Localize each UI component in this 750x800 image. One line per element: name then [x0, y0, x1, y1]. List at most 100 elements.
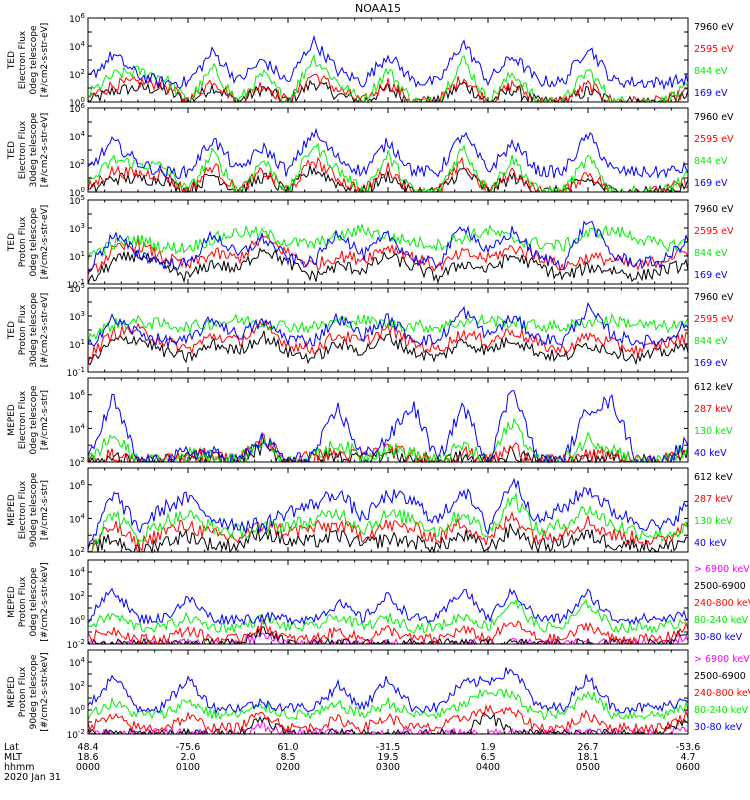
panel-2-series-4	[87, 127, 689, 180]
panel-4-frame	[87, 287, 689, 373]
panel-5-legend-1: 612 keV	[694, 382, 733, 393]
panel-6-series-1	[87, 523, 689, 554]
x-tick-6-lat: 26.7	[577, 742, 598, 753]
panel-1-legend-1: 7960 eV	[694, 22, 734, 33]
panel-2-legend-2: 2595 eV	[694, 134, 734, 145]
panel-3-ytick-1: 10-1	[67, 278, 85, 291]
panel-4-legend-1: 7960 eV	[694, 292, 734, 303]
panel-7-legend-1: > 6900 keV	[694, 564, 750, 575]
panel-6-series-2	[87, 510, 689, 553]
panel-5-ytick-3: 106	[69, 389, 85, 402]
panel-3-ylabel-1: TED	[7, 233, 17, 252]
panel-6-ytick-2: 104	[69, 512, 85, 525]
panel-4-legend-4: 169 eV	[694, 358, 728, 369]
panel-8-ytick-2: 100	[69, 704, 85, 717]
panel-7-legend-4: 80-240 keV	[694, 615, 749, 626]
panel-5-ylabel-3: 0deg telescope	[29, 385, 39, 455]
panel-4-series-2	[87, 320, 689, 364]
panel-4-series-4	[87, 301, 689, 350]
panel-8-ylabel-4: [#/cm2-s-str-keV]	[40, 652, 50, 731]
x-tick-7-hhmm: 0600	[676, 762, 700, 773]
panel-8-legend-1: > 6900 keV	[694, 654, 750, 665]
panel-8-series-5	[87, 667, 689, 715]
panel-5-series-4	[87, 390, 689, 464]
panel-6-ytick-3: 106	[69, 479, 85, 492]
panel-1-legend-3: 844 eV	[694, 66, 728, 77]
panel-8-legend-3: 240-800 keV	[694, 688, 750, 699]
panel-6-series-4	[87, 477, 689, 550]
panel-6-legend-1: 612 keV	[694, 472, 733, 483]
panel-7-ylabel-3: 0deg telescope	[29, 567, 39, 637]
panel-1-ytick-2: 102	[69, 68, 85, 81]
panel-8-series-3	[87, 703, 689, 735]
panel-5-ylabel-1: MEPED	[7, 404, 17, 436]
panel-3-legend-1: 7960 eV	[694, 204, 734, 215]
panel-7-ytick-4: 104	[69, 566, 85, 579]
panel-3-ylabel-4: [#/cm2-s-str-eV]	[40, 205, 50, 280]
x-row-label-4: 2020 Jan 31	[4, 772, 61, 783]
x-row-label-1: Lat	[4, 742, 19, 753]
panel-3-ytick-2: 101	[69, 250, 85, 263]
panel-3-legend-2: 2595 eV	[694, 226, 734, 237]
x-row-label-3: hhmm	[4, 762, 35, 773]
x-tick-4-mlt: 19.5	[377, 752, 398, 763]
panel-8-ylabel-1: MEPED	[7, 676, 17, 708]
panel-3-series-2	[87, 234, 689, 276]
x-tick-6-mlt: 18.1	[577, 752, 598, 763]
x-tick-7-lat: -53.6	[676, 742, 701, 753]
panel-7: 10-2 100 102 104 MEPED Proton Flux 0deg telesc…	[7, 559, 750, 651]
panel-5-series-2	[87, 433, 689, 464]
panel-5-legend-2: 287 keV	[694, 404, 733, 415]
panel-4-ytick-4: 105	[69, 282, 85, 295]
panel-3-ylabel-3: 0deg telescope	[29, 207, 39, 277]
panel-2-ylabel-3: 30deg telescope	[29, 112, 39, 187]
panel-8-legend-2: 2500-6900	[694, 671, 746, 682]
panel-5-legend-4: 40 keV	[694, 448, 727, 459]
panel-5: 102 104 106 MEPED Electron Flux 0deg telescop…	[7, 377, 733, 469]
panel-4-legend-2: 2595 eV	[694, 314, 734, 325]
x-tick-6-hhmm: 0500	[576, 762, 600, 773]
panel-2-ylabel-1: TED	[7, 141, 17, 160]
panel-6-series-3	[88, 491, 689, 553]
panel-1-ylabel-4: [#/cm2-s-str-eV]	[40, 23, 50, 98]
panel-3-series-4	[87, 220, 689, 273]
panel-2-legend-1: 7960 eV	[694, 112, 734, 123]
panel-6: 102 104 106 MEPED Electron Flux 90deg telesco…	[7, 467, 733, 559]
panel-4-ytick-1: 10-1	[67, 366, 85, 379]
panel-4-ytick-2: 101	[69, 338, 85, 351]
panel-4-legend-3: 844 eV	[694, 336, 728, 347]
panel-8-ytick-4: 104	[69, 656, 85, 669]
panel-3-ytick-4: 105	[69, 194, 85, 207]
x-tick-7-mlt: 4.7	[680, 752, 695, 763]
panel-7-ytick-3: 102	[69, 590, 85, 603]
panel-2-legend-4: 169 eV	[694, 178, 728, 189]
panel-1: 100 102 104 106 TED Electron Flux 0deg telesco…	[7, 12, 734, 109]
panel-3-ylabel-2: Proton Flux	[18, 216, 28, 267]
x-row-label-2: MLT	[4, 752, 22, 763]
panel-7-legend-2: 2500-6900	[694, 581, 746, 592]
panel-8-series-4	[87, 687, 689, 721]
panel-6-legend-4: 40 keV	[694, 538, 727, 549]
panel-8-legend-4: 80-240 keV	[694, 705, 749, 716]
panel-2-ytick-4: 106	[69, 102, 85, 115]
panel-5-ytick-1: 102	[69, 456, 85, 469]
panel-6-ytick-1: 102	[69, 546, 85, 559]
x-tick-3-hhmm: 0200	[276, 762, 300, 773]
panel-4-ytick-3: 103	[69, 310, 85, 323]
panel-7-series-3	[87, 619, 689, 646]
panel-2-ytick-1: 100	[69, 186, 85, 199]
panel-7-ylabel-2: Proton Flux	[18, 576, 28, 627]
panel-7-legend-5: 30-80 keV	[694, 632, 743, 643]
panel-1-legend-4: 169 eV	[694, 88, 728, 99]
panel-3-legend-3: 844 eV	[694, 248, 728, 259]
panel-2-legend-3: 844 eV	[694, 156, 728, 167]
panel-4-ylabel-2: Proton Flux	[18, 304, 28, 355]
panel-7-series-4	[87, 598, 689, 634]
panel-3-series-1	[87, 247, 689, 284]
panel-8-ylabel-2: Proton Flux	[18, 666, 28, 717]
panel-5-legend-3: 130 keV	[694, 426, 733, 437]
panel-7-ytick-2: 100	[69, 614, 85, 627]
panel-6-ylabel-4: [#/cm2-s-str]	[40, 480, 50, 540]
